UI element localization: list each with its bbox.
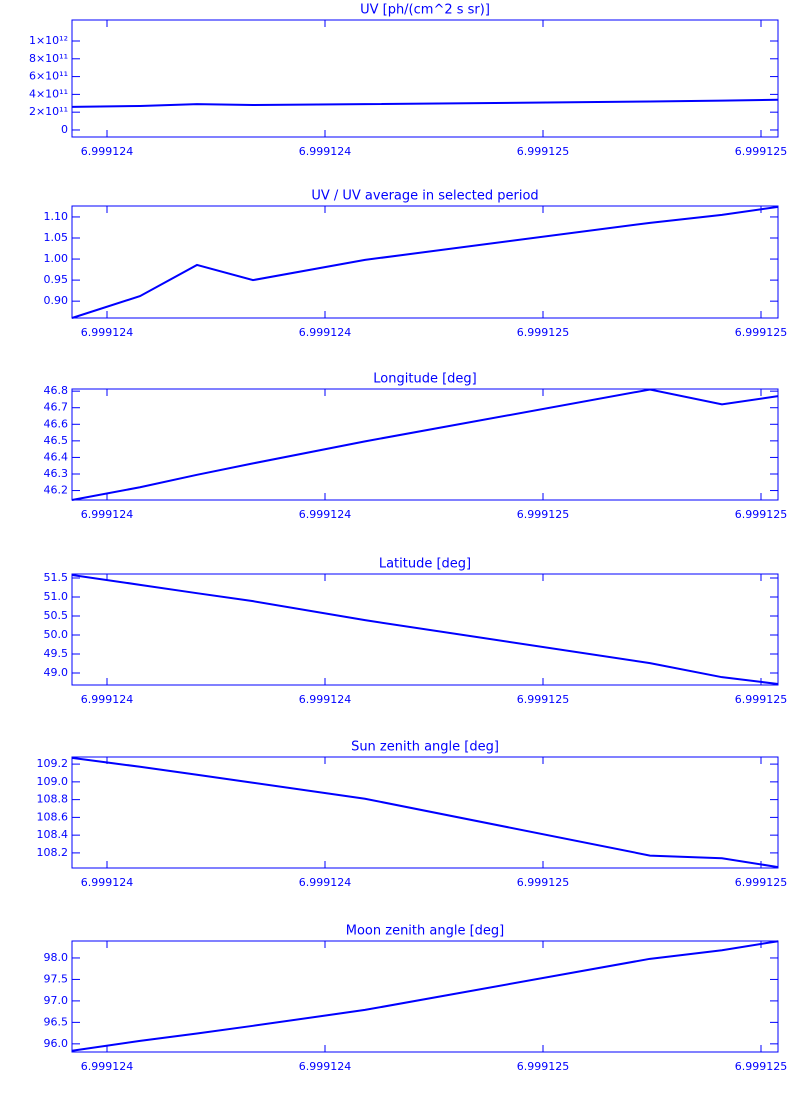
y-tick-label: 96.0 (44, 1037, 69, 1050)
x-tick-label: 6.999125 (517, 693, 570, 706)
y-tick-label: 108.8 (37, 793, 69, 806)
y-tick-label: 51.5 (44, 571, 69, 584)
y-tick-label: 2×10¹¹ (29, 105, 68, 118)
y-tick-label: 46.5 (44, 434, 69, 447)
y-tick-label: 1.10 (44, 210, 69, 223)
panel-title: Latitude [deg] (379, 557, 471, 572)
x-tick-label: 6.999125 (735, 876, 788, 889)
x-tick-label: 6.999125 (735, 1060, 788, 1073)
data-line (71, 573, 779, 686)
y-tick-label: 1×10¹² (29, 34, 68, 47)
data-line (71, 756, 779, 869)
y-tick-label: 97.0 (44, 994, 69, 1007)
y-tick-label: 108.4 (37, 828, 69, 841)
x-tick-label: 6.999125 (517, 145, 570, 158)
y-tick-label: 46.3 (44, 467, 69, 480)
data-line (71, 205, 779, 319)
y-tick-label: 96.5 (44, 1015, 69, 1028)
y-tick-label: 97.5 (44, 972, 69, 985)
plot-frame (71, 756, 779, 869)
x-tick-label: 6.999124 (81, 1060, 134, 1073)
panel-title: Sun zenith angle [deg] (351, 740, 499, 755)
y-tick-label: 6×10¹¹ (29, 70, 68, 83)
y-tick-label: 49.0 (44, 666, 69, 679)
y-tick-label: 109.0 (37, 775, 69, 788)
x-tick-label: 6.999124 (81, 876, 134, 889)
y-tick-label: 49.5 (44, 647, 69, 660)
x-tick-label: 6.999125 (735, 145, 788, 158)
y-tick-label: 46.2 (44, 484, 69, 497)
x-tick-label: 6.999124 (299, 876, 352, 889)
y-tick-label: 0 (61, 123, 68, 136)
x-tick-label: 6.999125 (517, 876, 570, 889)
plot-frame (71, 573, 779, 686)
panel-title: UV / UV average in selected period (311, 189, 538, 204)
x-tick-label: 6.999124 (81, 508, 134, 521)
data-line (71, 388, 779, 501)
y-tick-label: 0.90 (44, 294, 69, 307)
panel-title: Longitude [deg] (373, 372, 476, 387)
x-tick-label: 6.999124 (299, 508, 352, 521)
y-tick-label: 1.05 (44, 231, 69, 244)
y-tick-label: 1.00 (44, 252, 69, 265)
y-tick-label: 46.7 (44, 401, 69, 414)
x-tick-label: 6.999124 (81, 326, 134, 339)
x-tick-label: 6.999125 (517, 1060, 570, 1073)
y-tick-label: 50.0 (44, 628, 69, 641)
panel-title: UV [ph/(cm^2 s sr)] (360, 3, 490, 18)
data-line (71, 940, 779, 1052)
x-tick-label: 6.999124 (81, 145, 134, 158)
y-tick-label: 8×10¹¹ (29, 52, 68, 65)
x-tick-label: 6.999124 (299, 693, 352, 706)
x-tick-label: 6.999125 (735, 326, 788, 339)
y-tick-label: 51.0 (44, 590, 69, 603)
y-tick-label: 50.5 (44, 609, 69, 622)
y-tick-label: 108.2 (37, 846, 69, 859)
data-line (71, 98, 779, 108)
plot-frame (71, 388, 779, 501)
y-tick-label: 4×10¹¹ (29, 87, 68, 100)
y-tick-label: 108.6 (37, 810, 69, 823)
x-tick-label: 6.999124 (81, 693, 134, 706)
panel-title: Moon zenith angle [deg] (346, 924, 504, 939)
y-tick-label: 0.95 (44, 273, 69, 286)
x-tick-label: 6.999124 (299, 145, 352, 158)
x-tick-label: 6.999124 (299, 326, 352, 339)
x-tick-label: 6.999125 (735, 693, 788, 706)
y-tick-label: 46.8 (44, 384, 69, 397)
y-tick-label: 46.6 (44, 417, 69, 430)
plot-frame (71, 940, 779, 1053)
y-tick-label: 109.2 (37, 757, 69, 770)
plot-frame (71, 205, 779, 319)
plot-frame (71, 19, 779, 138)
x-tick-label: 6.999124 (299, 1060, 352, 1073)
y-tick-label: 46.4 (44, 450, 69, 463)
x-tick-label: 6.999125 (735, 508, 788, 521)
x-tick-label: 6.999125 (517, 508, 570, 521)
x-tick-label: 6.999125 (517, 326, 570, 339)
y-tick-label: 98.0 (44, 951, 69, 964)
